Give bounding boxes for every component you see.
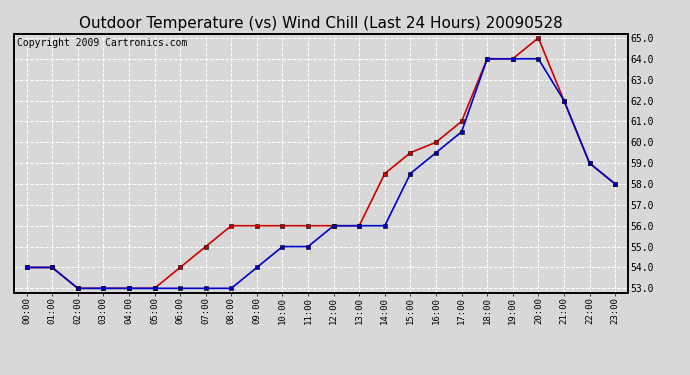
- Text: Copyright 2009 Cartronics.com: Copyright 2009 Cartronics.com: [17, 38, 187, 48]
- Title: Outdoor Temperature (vs) Wind Chill (Last 24 Hours) 20090528: Outdoor Temperature (vs) Wind Chill (Las…: [79, 16, 563, 31]
